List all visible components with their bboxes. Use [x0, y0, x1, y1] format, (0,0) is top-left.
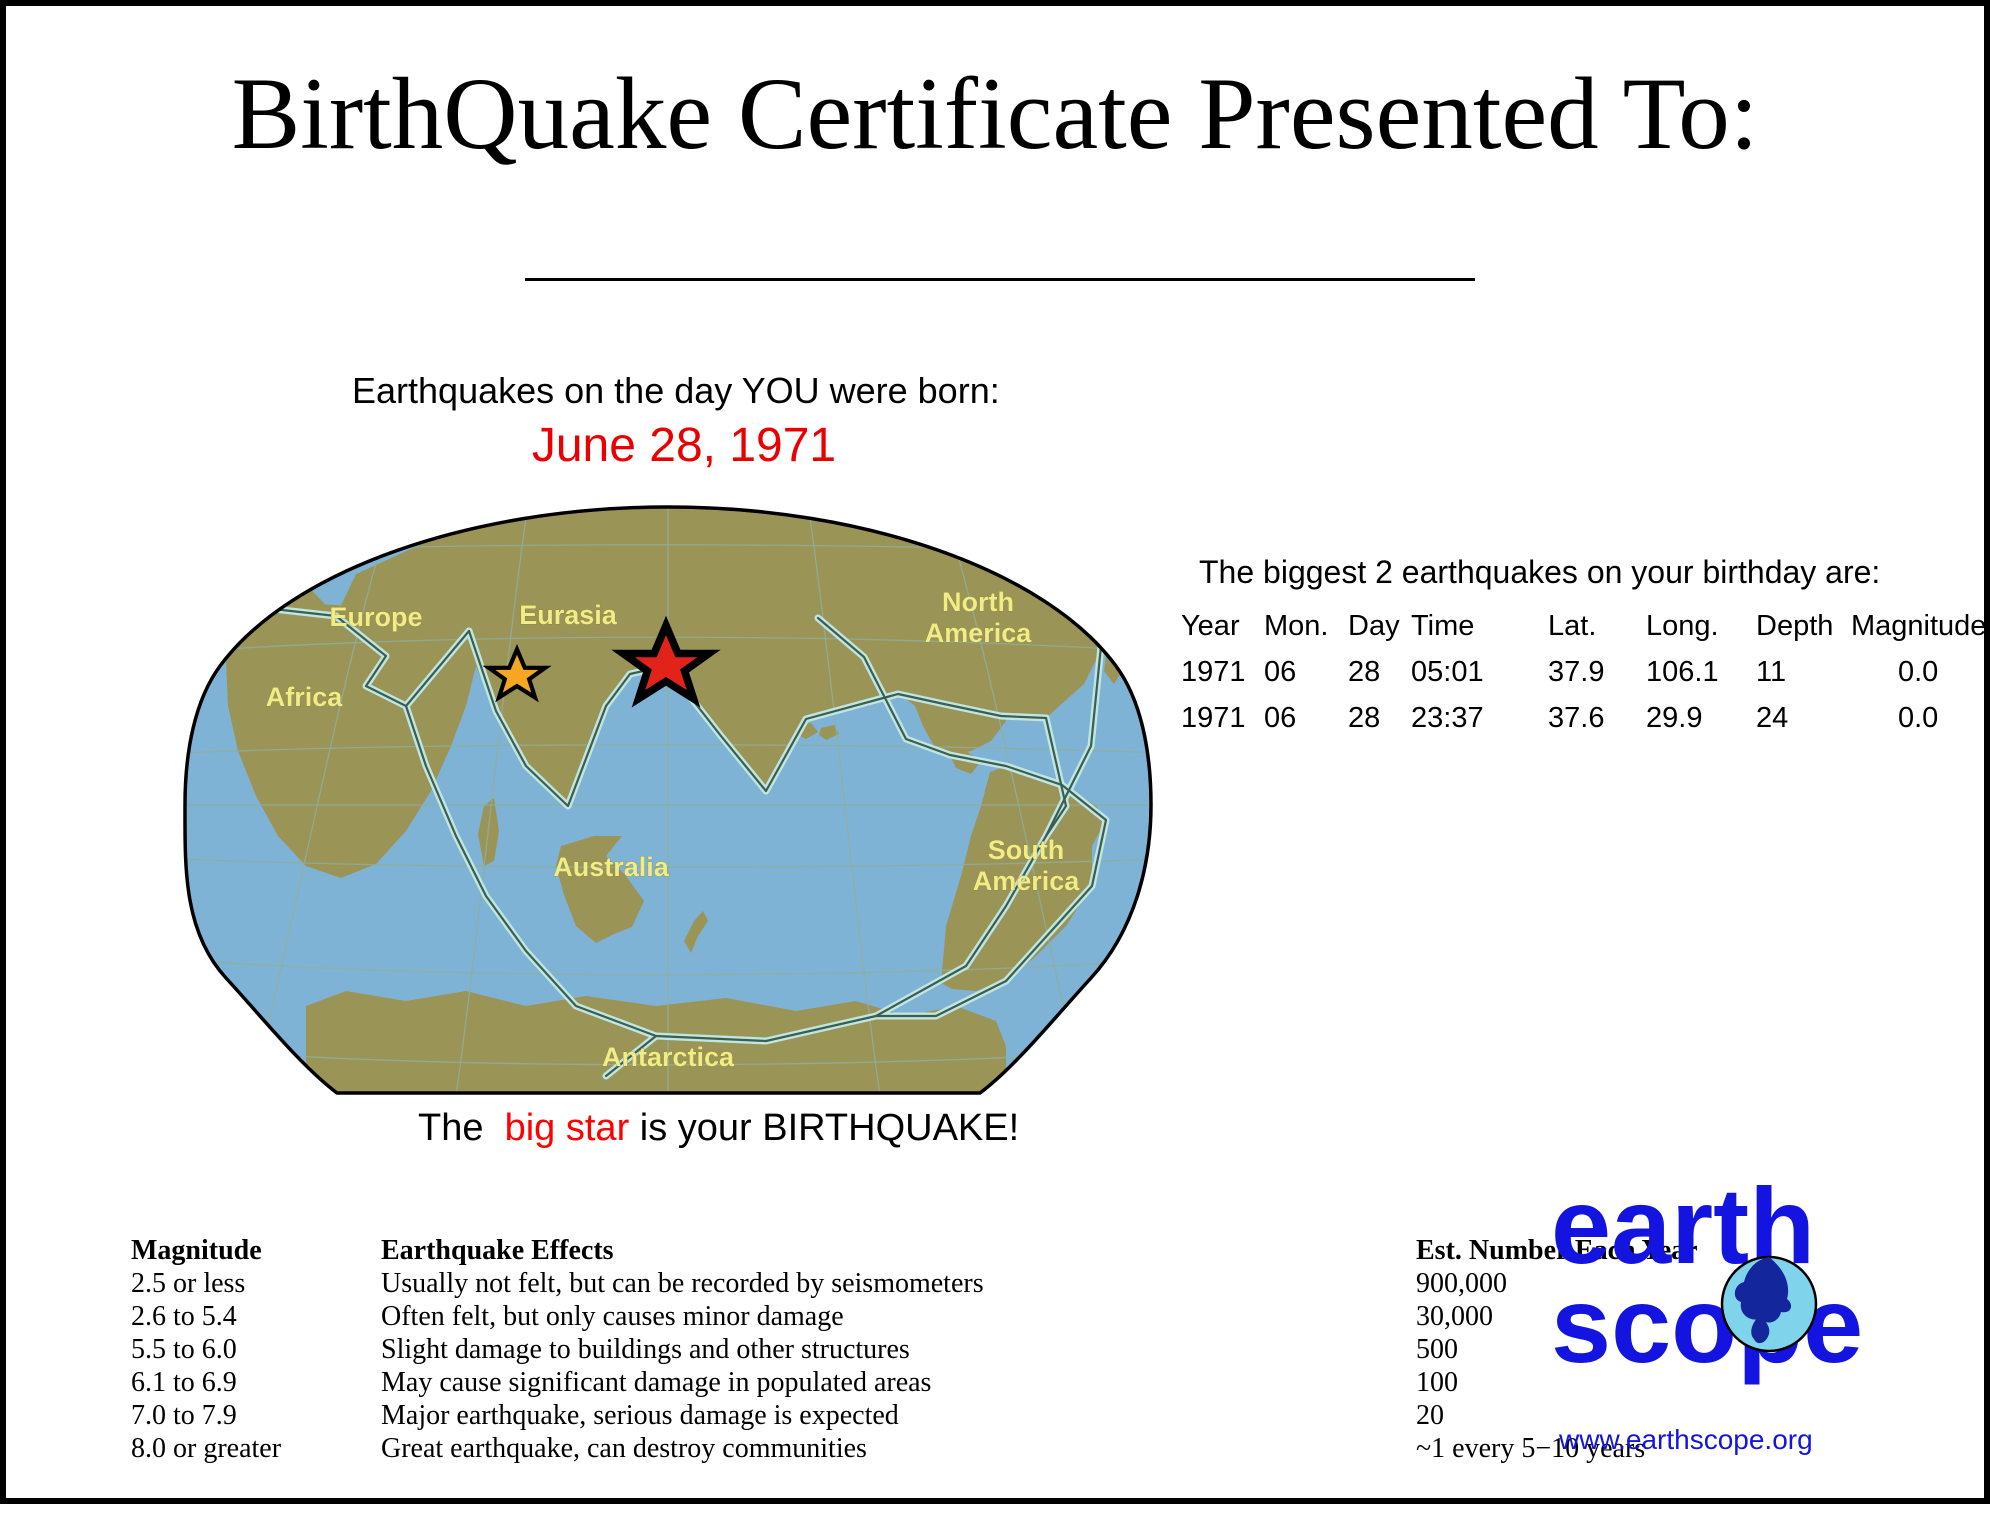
svg-text:South: South [988, 835, 1064, 865]
svg-text:Eurasia: Eurasia [519, 600, 618, 630]
svg-text:Antarctica: Antarctica [602, 1042, 735, 1072]
svg-text:Europe: Europe [329, 602, 422, 632]
svg-text:America: America [973, 866, 1081, 896]
svg-text:Australia: Australia [553, 852, 670, 882]
svg-text:Africa: Africa [266, 682, 344, 712]
svg-text:America: America [925, 618, 1033, 648]
svg-text:North: North [942, 587, 1014, 617]
